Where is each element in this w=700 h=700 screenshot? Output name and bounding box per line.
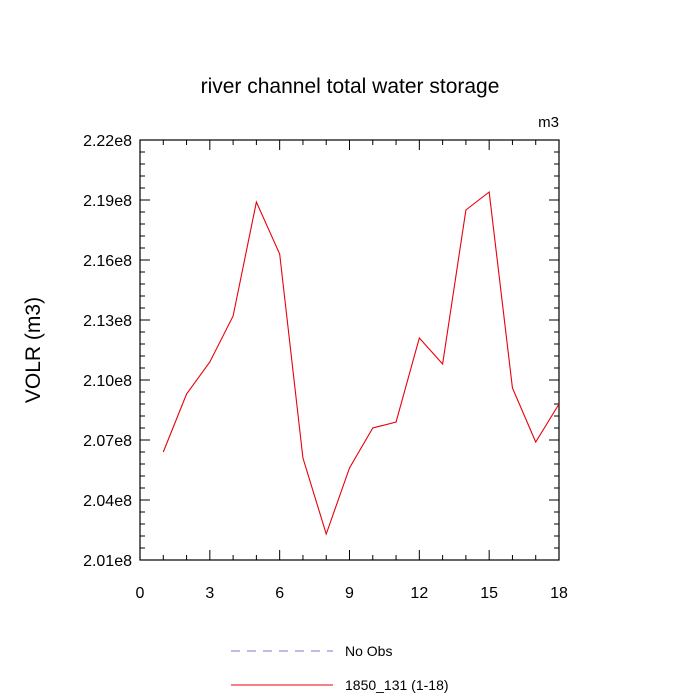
y-tick-label: 2.10e8 xyxy=(83,373,132,390)
legend: No Obs 1850_131 (1-18) xyxy=(231,643,449,693)
y-tick-label: 2.22e8 xyxy=(83,133,132,150)
x-tick-label: 9 xyxy=(345,585,354,602)
x-tick-label: 0 xyxy=(136,585,145,602)
y-tick-label: 2.19e8 xyxy=(83,193,132,210)
y-tick-label: 2.13e8 xyxy=(83,313,132,330)
chart-title: river channel total water storage xyxy=(201,75,500,98)
series-line xyxy=(162,190,560,536)
plot-frame xyxy=(139,139,560,561)
x-tick-label: 15 xyxy=(480,585,498,602)
y-tick-label: 2.04e8 xyxy=(83,493,132,510)
legend-label: 1850_131 (1-18) xyxy=(345,677,449,693)
x-tick-label: 6 xyxy=(275,585,284,602)
plot-lines xyxy=(162,190,560,536)
axes: 0 3 6 9 12 15 18 2.01e8 2.04e8 2.07e8 2.10e8 2.13e8… xyxy=(83,133,568,602)
y-tick-label: 2.01e8 xyxy=(83,553,132,570)
x-tick-label: 18 xyxy=(550,585,568,602)
legend-label: No Obs xyxy=(345,643,392,659)
y-tick-label: 2.16e8 xyxy=(83,253,132,270)
y-axis-label: VOLR (m3) xyxy=(22,297,45,403)
x-tick-label: 12 xyxy=(410,585,428,602)
units-label: m3 xyxy=(538,114,559,131)
x-tick-label: 3 xyxy=(205,585,214,602)
y-tick-label: 2.07e8 xyxy=(83,433,132,450)
